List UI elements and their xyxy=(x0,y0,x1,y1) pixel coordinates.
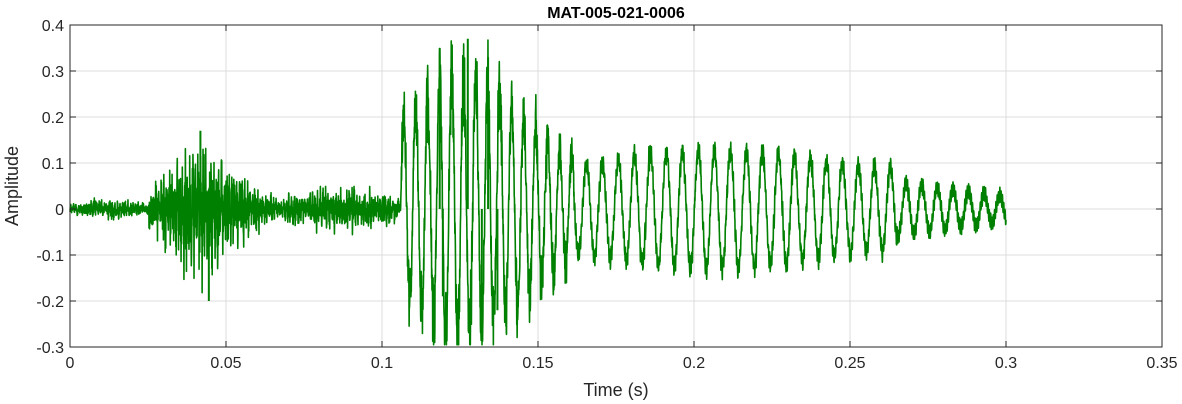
ticks: 0 0.05 0.1 0.15 0.2 0.25 0.3 0.35 -0.3 -0.2 -0.1 0 0… xyxy=(36,18,1177,372)
x-tick-label: 0.2 xyxy=(683,355,705,372)
y-tick-label: 0.1 xyxy=(42,156,64,173)
plot-frame xyxy=(69,24,1163,348)
x-tick-label: 0.15 xyxy=(522,355,553,372)
x-tick-label: 0 xyxy=(66,355,75,372)
x-tick-label: 0.3 xyxy=(995,355,1017,372)
data-layer xyxy=(69,38,1007,346)
y-tick-label: 0 xyxy=(55,202,64,219)
x-tick-label: 0.1 xyxy=(371,355,393,372)
x-tick-label: 0.05 xyxy=(210,355,241,372)
y-tick-label: -0.1 xyxy=(36,248,64,265)
y-tick-label: 0.3 xyxy=(42,64,64,81)
grid-lines xyxy=(70,25,1162,347)
y-tick-label: 0.2 xyxy=(42,110,64,127)
x-tick-label: 0.25 xyxy=(834,355,865,372)
y-axis-label: Amplitude xyxy=(2,146,22,226)
x-axis-label: Time (s) xyxy=(583,380,648,400)
y-tick-label: 0.4 xyxy=(42,18,64,35)
chart-title: MAT-005-021-0006 xyxy=(547,5,685,22)
y-tick-label: -0.2 xyxy=(36,294,64,311)
y-tick-label: -0.3 xyxy=(36,340,64,357)
x-tick-label: 0.35 xyxy=(1146,355,1177,372)
signal-line xyxy=(69,39,1007,346)
